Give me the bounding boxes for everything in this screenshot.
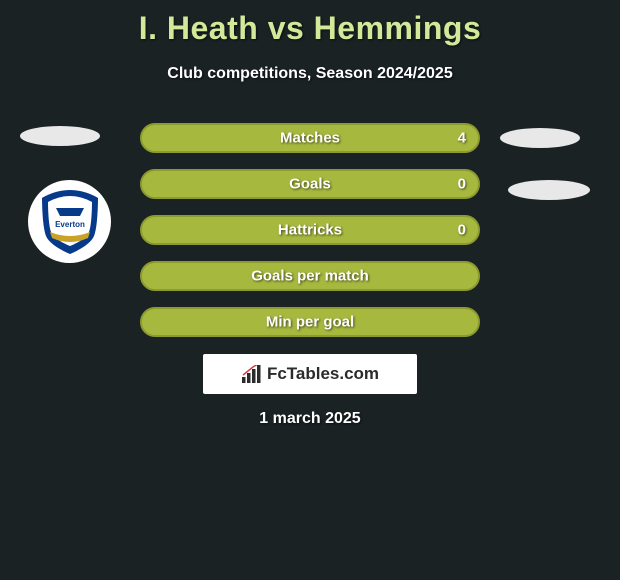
- team-badge: Everton: [28, 180, 111, 263]
- everton-crest-icon: Everton: [36, 188, 104, 256]
- page-title: I. Heath vs Hemmings: [0, 0, 620, 47]
- brand-label: FcTables.com: [267, 364, 379, 384]
- brand-box[interactable]: FcTables.com: [203, 354, 417, 394]
- stat-bar-value: 0: [458, 176, 466, 193]
- stat-bar-row: Hattricks 0: [140, 215, 480, 245]
- date-label: 1 march 2025: [0, 410, 620, 428]
- stat-bar-label: Goals per match: [251, 268, 369, 285]
- stat-bar-value: 4: [458, 130, 466, 147]
- svg-text:Everton: Everton: [55, 220, 85, 229]
- stat-bar-row: Matches 4: [140, 123, 480, 153]
- placeholder-ellipse: [500, 128, 580, 148]
- stat-bar-label: Goals: [289, 176, 331, 193]
- stat-bar-value: 0: [458, 222, 466, 239]
- stat-bar-row: Min per goal: [140, 307, 480, 337]
- subtitle: Club competitions, Season 2024/2025: [0, 65, 620, 83]
- placeholder-ellipse: [20, 126, 100, 146]
- stat-bar-label: Hattricks: [278, 222, 342, 239]
- stat-bar-row: Goals 0: [140, 169, 480, 199]
- stat-bar-label: Min per goal: [266, 314, 354, 331]
- bar-chart-icon: [241, 365, 263, 383]
- placeholder-ellipse: [508, 180, 590, 200]
- stat-bar-row: Goals per match: [140, 261, 480, 291]
- stat-bar-label: Matches: [280, 130, 340, 147]
- stats-bars: Matches 4 Goals 0 Hattricks 0 Goals per match M…: [140, 123, 480, 353]
